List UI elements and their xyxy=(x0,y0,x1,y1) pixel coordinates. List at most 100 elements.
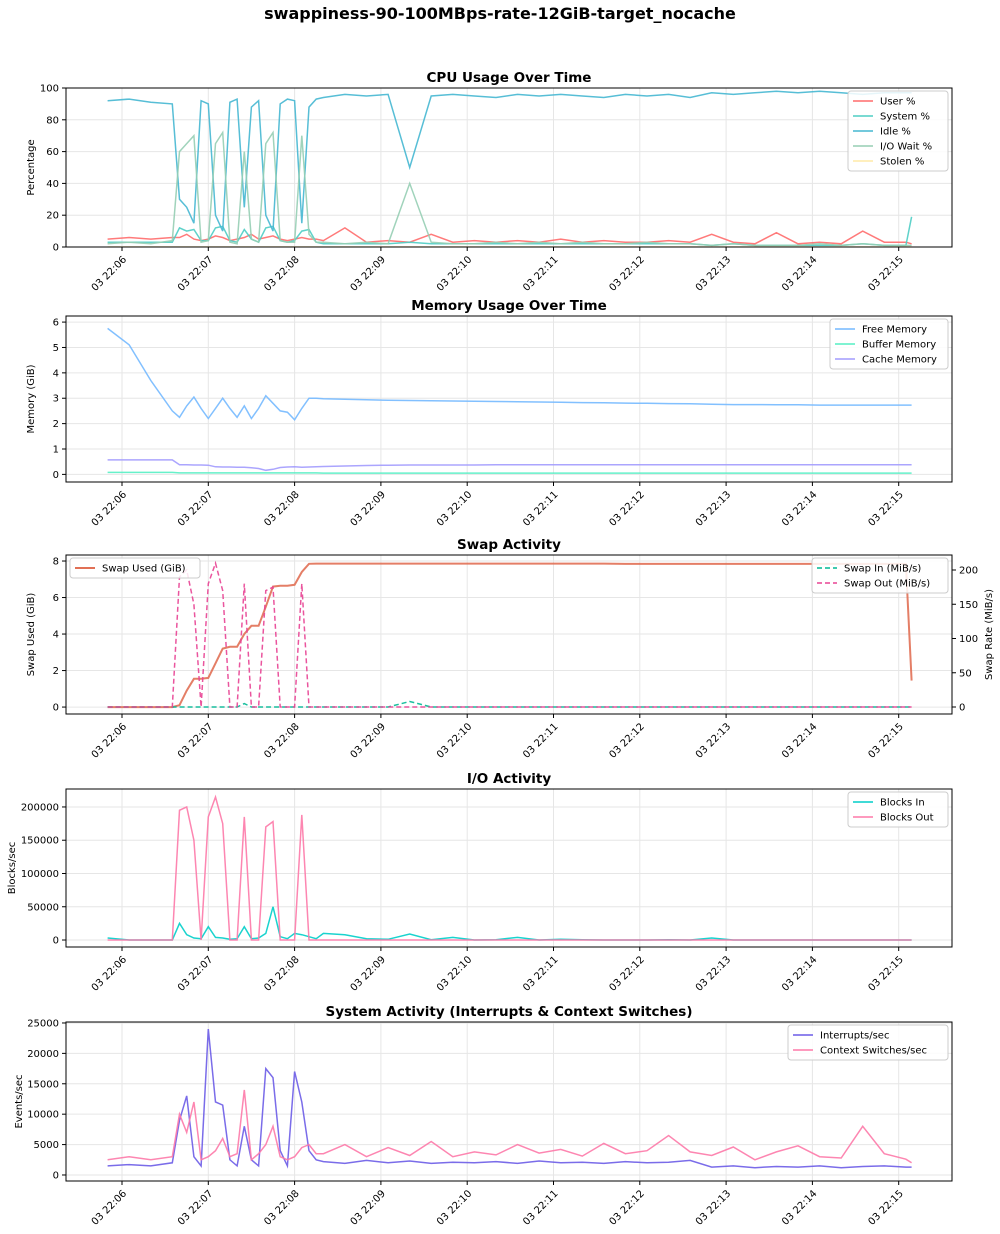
x-tick-label: 03 22:09 xyxy=(349,489,388,528)
x-tick-label: 03 22:13 xyxy=(694,954,733,993)
plot-frame xyxy=(65,788,953,948)
legend: User % System % Idle % I/O Wait % Stolen % xyxy=(847,90,949,172)
plot-frame xyxy=(65,87,953,248)
y-tick-label: 4 xyxy=(53,630,59,641)
x-tick-label: 03 22:08 xyxy=(262,489,301,528)
x-tick-label: 03 22:08 xyxy=(262,721,301,760)
y-tick-label: 0 xyxy=(53,1170,59,1181)
x-tick-label: 03 22:13 xyxy=(694,254,733,293)
y-tick-label: 15000 xyxy=(27,1079,59,1090)
x-tick-label: 03 22:07 xyxy=(176,1188,215,1227)
x-tick-label: 03 22:14 xyxy=(780,721,819,760)
y-axis-label: Blocks/sec xyxy=(7,842,18,895)
series-line-swap-out-mib-s xyxy=(107,560,912,708)
chart-title: CPU Usage Over Time xyxy=(427,70,592,86)
legend-label: Cache Memory xyxy=(862,355,937,366)
chart-title: Swap Activity xyxy=(457,537,561,553)
x-tick-label: 03 22:06 xyxy=(90,254,129,293)
y-tick-label: 1 xyxy=(53,445,59,456)
legend-label: Blocks In xyxy=(880,798,925,809)
x-tick-label: 03 22:08 xyxy=(262,1188,301,1227)
x-tick-label: 03 22:07 xyxy=(176,489,215,528)
y-tick-label: 6 xyxy=(53,593,59,604)
y-axis-label: Swap Used (GiB) xyxy=(26,593,37,677)
x-tick-label: 03 22:14 xyxy=(780,254,819,293)
x-tick-label: 03 22:15 xyxy=(866,721,905,760)
x-tick-label: 03 22:13 xyxy=(694,1188,733,1227)
x-tick-label: 03 22:11 xyxy=(521,721,560,760)
x-tick-label: 03 22:13 xyxy=(694,721,733,760)
x-tick-label: 03 22:07 xyxy=(176,254,215,293)
y-tick-label: 5000 xyxy=(34,1140,59,1151)
x-tick-label: 03 22:15 xyxy=(866,1188,905,1227)
y-right-tick-label: 100 xyxy=(959,634,978,645)
y-tick-label: 3 xyxy=(53,394,59,405)
y-tick-label: 80 xyxy=(46,115,59,126)
legend-box xyxy=(811,557,949,594)
legend: Swap In (MiB/s) Swap Out (MiB/s) xyxy=(811,557,949,594)
x-tick-label: 03 22:12 xyxy=(608,721,647,760)
y-tick-label: 60 xyxy=(46,147,59,158)
x-tick-label: 03 22:10 xyxy=(435,254,474,293)
x-tick-label: 03 22:06 xyxy=(90,954,129,993)
y-tick-label: 100000 xyxy=(21,869,59,880)
chart-title: System Activity (Interrupts & Context Sw… xyxy=(325,1004,692,1020)
x-tick-label: 03 22:09 xyxy=(349,254,388,293)
series-line-interrupts-sec xyxy=(107,1029,912,1169)
x-tick-label: 03 22:10 xyxy=(435,954,474,993)
x-tick-label: 03 22:07 xyxy=(176,954,215,993)
y-tick-label: 2 xyxy=(53,666,59,677)
x-tick-label: 03 22:11 xyxy=(521,1188,560,1227)
legend: Free Memory Buffer Memory Cache Memory xyxy=(829,318,949,370)
legend-box xyxy=(787,1024,949,1061)
x-tick-label: 03 22:12 xyxy=(608,954,647,993)
y-axis-label: Memory (GiB) xyxy=(26,364,37,433)
legend-label: I/O Wait % xyxy=(880,142,932,153)
series-line-i-o-wait xyxy=(107,130,912,247)
legend-box xyxy=(69,557,201,579)
legend-label: Free Memory xyxy=(862,325,927,336)
x-tick-label: 03 22:11 xyxy=(521,954,560,993)
y-right-tick-label: 0 xyxy=(959,703,965,714)
y-tick-label: 20000 xyxy=(27,1049,59,1060)
y-tick-label: 4 xyxy=(53,368,59,379)
chart-4: 03 22:06 03 22:07 03 22:08 03 22:09 03 22:10… xyxy=(14,1004,953,1228)
y-tick-label: 20 xyxy=(46,211,59,222)
legend: Interrupts/sec Context Switches/sec xyxy=(787,1024,949,1061)
x-tick-label: 03 22:12 xyxy=(608,254,647,293)
figure-title: swappiness-90-100MBps-rate-12GiB-target_… xyxy=(264,4,736,23)
series-line-cache-memory xyxy=(107,459,912,472)
y-tick-label: 6 xyxy=(53,318,59,329)
y-tick-label: 0 xyxy=(53,703,59,714)
series-line-buffer-memory xyxy=(107,471,912,474)
y-right-tick-label: 150 xyxy=(959,600,978,611)
x-tick-label: 03 22:09 xyxy=(349,721,388,760)
x-tick-label: 03 22:08 xyxy=(262,954,301,993)
y-tick-label: 40 xyxy=(46,179,59,190)
y-tick-label: 0 xyxy=(53,243,59,254)
y-tick-label: 100 xyxy=(40,84,59,95)
y-right-tick-label: 200 xyxy=(959,566,978,577)
x-tick-label: 03 22:14 xyxy=(780,954,819,993)
x-tick-label: 03 22:10 xyxy=(435,489,474,528)
x-tick-label: 03 22:10 xyxy=(435,1188,474,1227)
legend-label: Buffer Memory xyxy=(862,340,936,351)
legend-label: Stolen % xyxy=(880,157,924,168)
x-tick-label: 03 22:09 xyxy=(349,954,388,993)
series-line-swap-in-mib-s xyxy=(107,700,912,708)
series-line-blocks-out xyxy=(107,794,912,941)
x-tick-label: 03 22:11 xyxy=(521,254,560,293)
chart-0: 03 22:06 03 22:07 03 22:08 03 22:09 03 22:10… xyxy=(26,70,953,294)
x-tick-label: 03 22:14 xyxy=(780,1188,819,1227)
x-tick-label: 03 22:14 xyxy=(780,489,819,528)
legend-label: Swap Used (GiB) xyxy=(102,564,186,575)
plot-frame xyxy=(65,1021,953,1182)
y-tick-label: 50000 xyxy=(27,902,59,913)
chart-1: 03 22:06 03 22:07 03 22:08 03 22:09 03 22:10… xyxy=(26,298,953,529)
series-line-free-memory xyxy=(107,327,912,422)
legend-box xyxy=(829,318,949,370)
x-tick-label: 03 22:11 xyxy=(521,489,560,528)
legend-label: Swap In (MiB/s) xyxy=(844,564,921,575)
x-tick-label: 03 22:15 xyxy=(866,954,905,993)
chart-2: 03 22:06 03 22:07 03 22:08 03 22:09 03 22:10… xyxy=(26,537,995,761)
